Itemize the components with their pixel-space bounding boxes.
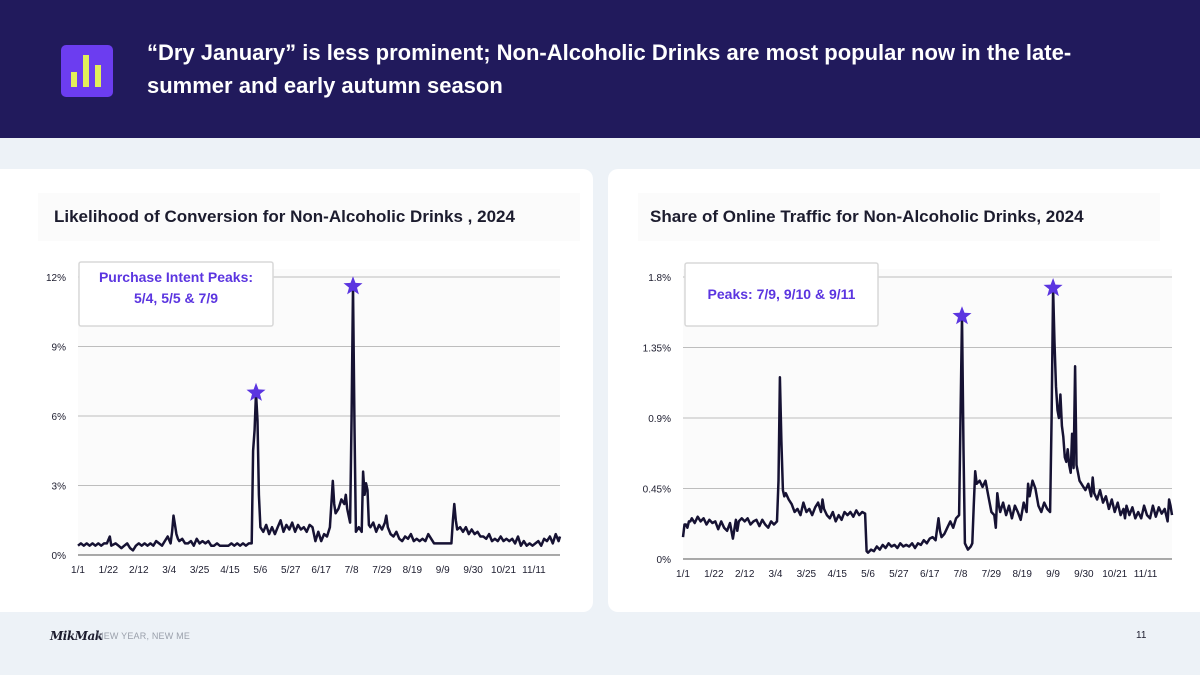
y-tick-label: 0.45% — [643, 485, 671, 496]
x-tick-label: 6/17 — [311, 565, 331, 576]
icon-bar-3 — [95, 65, 101, 87]
series-line — [681, 286, 1174, 554]
x-tick-label: 1/1 — [71, 565, 85, 576]
x-tick-label: 3/25 — [797, 569, 817, 580]
traffic-chart: 0% 0.45% 0.9% 1.35% 1.8% 1/1 1/22 2/12 3/4 3/25 4/… — [643, 262, 1174, 580]
x-tick-label: 7/29 — [982, 569, 1002, 580]
x-tick-label: 1/22 — [704, 569, 724, 580]
page-number: 11 — [1136, 630, 1147, 641]
y-tick-label: 0% — [657, 555, 672, 566]
x-tick-label: 4/15 — [827, 569, 847, 580]
footer-tagline: NEW YEAR, NEW ME — [97, 631, 191, 641]
x-tick-label: 3/4 — [162, 565, 176, 576]
icon-bar-1 — [71, 72, 77, 87]
annotation-text: Purchase Intent Peaks: — [99, 269, 253, 285]
x-tick-label: 5/27 — [889, 569, 909, 580]
x-tick-label: 10/21 — [491, 565, 516, 576]
x-tick-label: 7/8 — [345, 565, 359, 576]
peak-star-icon — [246, 382, 266, 401]
x-tick-label: 3/4 — [769, 569, 783, 580]
x-tick-label: 7/29 — [372, 565, 392, 576]
x-tick-label: 4/15 — [220, 565, 240, 576]
peak-star-icon — [343, 276, 363, 295]
x-tick-label: 9/9 — [436, 565, 450, 576]
x-tick-label: 1/22 — [99, 565, 119, 576]
chart-title-box — [38, 193, 580, 241]
annotation-box — [78, 261, 274, 327]
x-tick-label: 3/25 — [190, 565, 210, 576]
x-tick-label: 11/11 — [522, 565, 546, 576]
peak-star-icon — [1043, 278, 1063, 297]
x-tick-label: 2/12 — [129, 565, 149, 576]
y-tick-label: 3% — [52, 482, 67, 493]
page-title: “Dry January” is less prominent; Non-Alc… — [147, 40, 1072, 98]
icon-bar-2 — [83, 55, 89, 87]
x-tick-label: 5/27 — [281, 565, 301, 576]
peak-star-icon — [952, 306, 972, 325]
x-tick-label: 8/19 — [403, 565, 423, 576]
header-banner: “Dry January” is less prominent; Non-Alc… — [0, 0, 1200, 138]
y-tick-label: 9% — [52, 343, 67, 354]
chart-title: Share of Online Traffic for Non-Alcoholi… — [650, 207, 1084, 226]
y-tick-label: 1.35% — [643, 344, 671, 355]
y-tick-label: 0.9% — [648, 414, 671, 425]
brand-logo: MikMak — [50, 629, 103, 643]
x-tick-label: 1/1 — [676, 569, 690, 580]
x-tick-label: 9/9 — [1046, 569, 1060, 580]
x-tick-label: 6/17 — [920, 569, 940, 580]
x-tick-label: 9/30 — [463, 565, 483, 576]
y-tick-label: 0% — [52, 551, 67, 562]
annotation-text: Peaks: 7/9, 9/10 & 9/11 — [708, 286, 856, 302]
annotation-box — [684, 262, 879, 327]
y-tick-label: 6% — [52, 412, 67, 423]
series-line — [77, 285, 562, 552]
conversion-chart: 0% 3% 6% 9% 12% 1/1 1/22 2/12 3/4 3/25 4/15 5/6 5/27… — [46, 261, 562, 576]
traffic-chart-panel: Share of Online Traffic for Non-Alcoholi… — [608, 169, 1200, 612]
y-tick-label: 12% — [46, 273, 66, 284]
annotation-text: 5/4, 5/5 & 7/9 — [134, 290, 218, 306]
bar-chart-icon — [61, 45, 113, 97]
chart-title-box — [638, 193, 1160, 241]
chart-title: Likelihood of Conversion for Non-Alcohol… — [54, 207, 515, 226]
conversion-chart-panel: Likelihood of Conversion for Non-Alcohol… — [0, 169, 593, 612]
y-tick-label: 1.8% — [648, 273, 671, 284]
x-tick-label: 5/6 — [861, 569, 875, 580]
x-tick-label: 7/8 — [954, 569, 968, 580]
x-tick-label: 11/11 — [1134, 569, 1158, 580]
x-tick-label: 2/12 — [735, 569, 755, 580]
x-tick-label: 10/21 — [1102, 569, 1127, 580]
x-tick-label: 9/30 — [1074, 569, 1094, 580]
x-tick-label: 5/6 — [253, 565, 267, 576]
x-tick-label: 8/19 — [1012, 569, 1032, 580]
